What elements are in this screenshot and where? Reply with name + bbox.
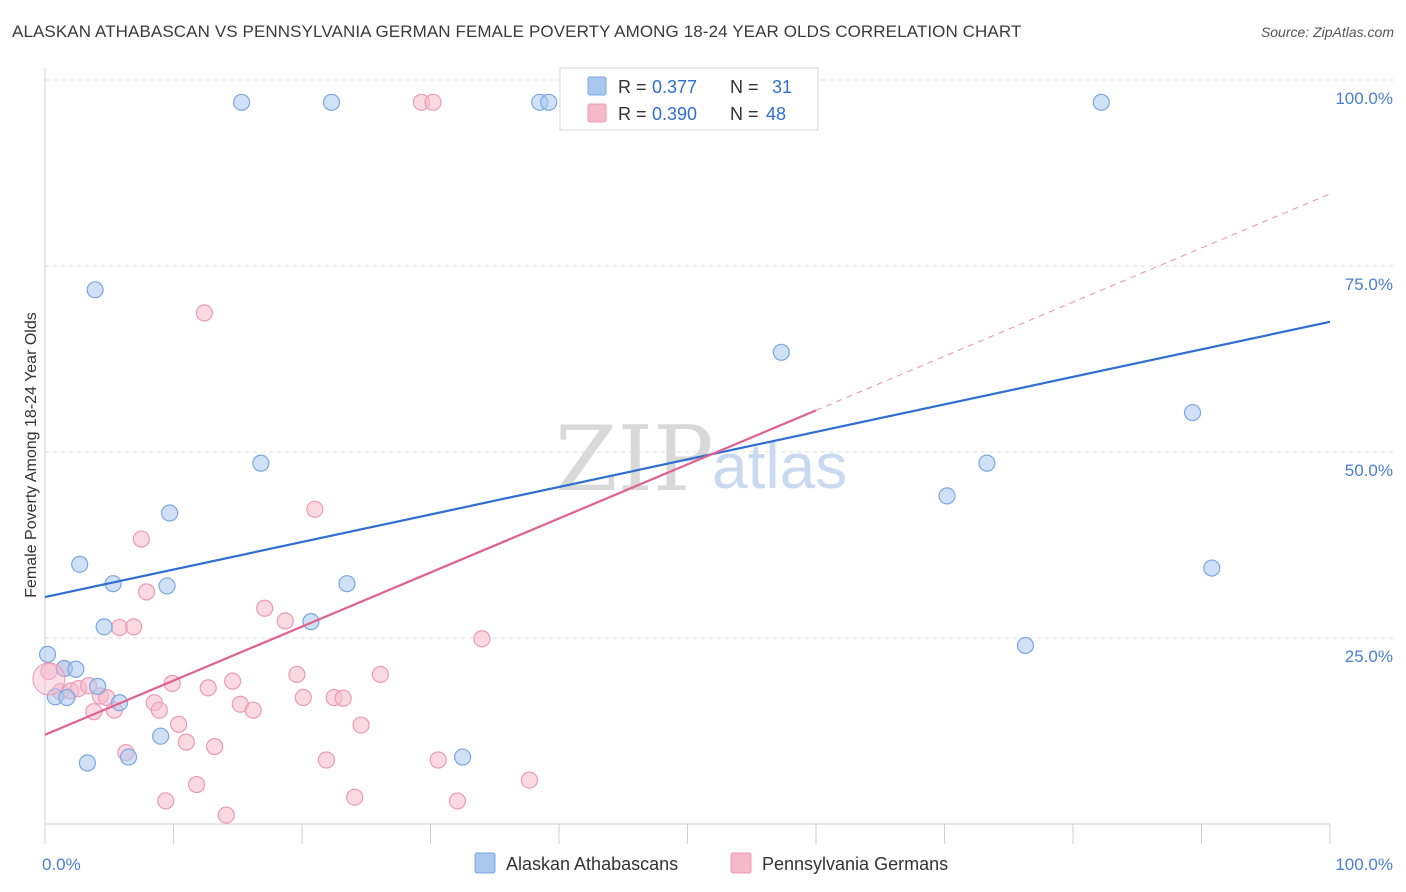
legend-r-label-pink: R = [618,104,647,124]
bottom-legend-label-pink: Pennsylvania Germans [762,854,948,874]
point-pink [346,788,364,806]
legend-n-value-pink: 48 [766,104,786,124]
y-tick-label: 75.0% [1345,275,1393,294]
point-pink [306,500,324,518]
point-pink [137,583,156,601]
point-blue [454,748,472,766]
y-tick-label: 25.0% [1345,647,1393,666]
y-tick-labels: 25.0% 50.0% 75.0% 100.0% [1335,89,1393,666]
point-blue [938,487,956,505]
point-blue [89,677,107,695]
legend-r-value-pink: 0.390 [652,104,697,124]
point-blue [1092,93,1110,111]
point-pink [157,792,175,810]
point-blue [322,93,341,111]
legend-n-value-blue: 31 [772,77,792,97]
point-pink [448,792,467,810]
legend-r-label-blue: R = [618,77,647,97]
point-blue [1016,636,1035,655]
point-blue [38,645,57,663]
point-pink [256,599,274,617]
trend-line-pink-extension [815,193,1331,411]
bottom-legend-swatch-pink [730,852,752,874]
legend-r-value-blue: 0.377 [652,77,697,97]
point-pink [177,733,195,751]
series-legend: Alaskan Athabascans Pennsylvania Germans [474,852,948,874]
point-pink [424,93,442,111]
trend-line-blue [44,320,1331,599]
legend-swatch-blue [587,76,607,96]
x-tick-label: 100.0% [1335,855,1393,874]
point-pink [334,689,352,707]
point-pink [520,771,539,789]
point-pink [276,612,294,630]
stats-legend: R = 0.377 N = 31 R = 0.390 N = 48 [559,67,819,131]
point-blue [978,454,996,472]
data-points [32,93,1331,824]
point-pink [244,701,262,719]
point-blue [119,748,138,766]
point-pink [288,665,306,684]
point-pink [188,775,206,794]
watermark-atlas: atlas [712,430,847,502]
source-label: Source: ZipAtlas.com [1260,24,1394,40]
y-axis-label: Female Poverty Among 18-24 Year Olds [23,312,40,598]
legend-n-label-pink: N = [730,104,759,124]
point-blue [540,93,558,111]
point-blue [338,575,356,593]
chart-title: ALASKAN ATHABASCAN VS PENNSYLVANIA GERMA… [12,22,1022,41]
point-pink [217,806,235,824]
point-pink [352,716,370,734]
bottom-legend-swatch-blue [474,852,496,874]
point-blue [95,618,113,636]
point-pink [132,530,150,548]
point-pink [294,688,312,707]
point-blue [67,660,85,678]
axes [44,68,1331,844]
legend-swatch-pink [587,103,607,123]
y-tick-label: 100.0% [1335,89,1393,108]
point-pink [150,701,168,719]
point-blue [1183,403,1202,422]
point-blue [233,93,251,111]
point-pink [195,304,213,322]
point-blue [152,727,170,745]
point-pink [473,630,491,648]
trend-lines [815,193,1331,411]
point-pink-large [32,662,66,696]
x-tick-label: 0.0% [42,855,81,874]
x-tick-labels: 0.0% 100.0% [42,855,1393,874]
point-pink [199,679,217,697]
point-blue [252,454,270,472]
point-blue [158,577,176,595]
bottom-legend-label-blue: Alaskan Athabascans [506,854,678,874]
point-pink [125,618,143,636]
point-pink [206,738,224,756]
point-blue [161,504,179,522]
point-pink [170,715,188,733]
point-blue [58,688,76,707]
point-pink [224,672,242,690]
point-blue [78,754,97,772]
point-blue [772,343,790,361]
trend-line-pink [44,409,817,736]
point-pink [317,751,336,769]
point-pink [429,751,447,769]
point-blue [71,555,89,573]
point-blue [86,281,104,299]
point-pink [371,665,389,684]
y-tick-label: 50.0% [1345,461,1393,480]
legend-n-label-blue: N = [730,77,759,97]
point-blue [1203,559,1221,577]
